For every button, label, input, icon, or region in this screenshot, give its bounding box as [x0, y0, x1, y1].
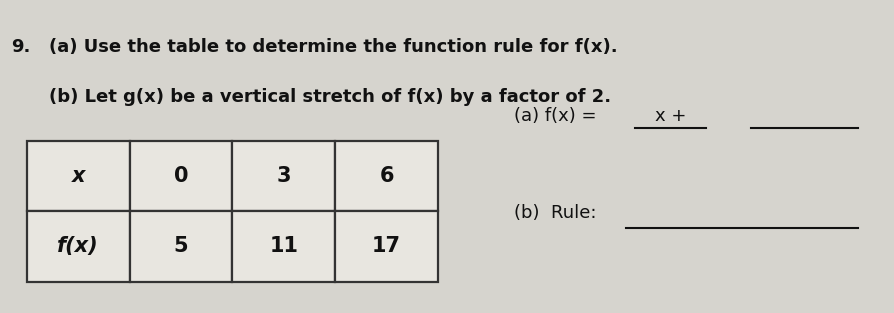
- Text: f(x): f(x): [57, 237, 99, 256]
- Text: 3: 3: [276, 166, 291, 186]
- Text: 5: 5: [173, 237, 189, 256]
- Text: 17: 17: [372, 237, 401, 256]
- Text: (a) Use the table to determine the function rule for f(x).: (a) Use the table to determine the funct…: [49, 38, 618, 56]
- Text: (b)  Rule:: (b) Rule:: [514, 204, 596, 222]
- Text: (b) Let g(x) be a vertical stretch of f(x) by a factor of 2.: (b) Let g(x) be a vertical stretch of f(…: [49, 88, 611, 106]
- Text: 0: 0: [173, 166, 189, 186]
- Text: x +: x +: [654, 107, 687, 125]
- Text: x: x: [72, 166, 85, 186]
- Text: 6: 6: [379, 166, 394, 186]
- Text: 9.: 9.: [11, 38, 30, 56]
- Text: (a) f(x) =: (a) f(x) =: [514, 107, 596, 125]
- Text: 11: 11: [269, 237, 299, 256]
